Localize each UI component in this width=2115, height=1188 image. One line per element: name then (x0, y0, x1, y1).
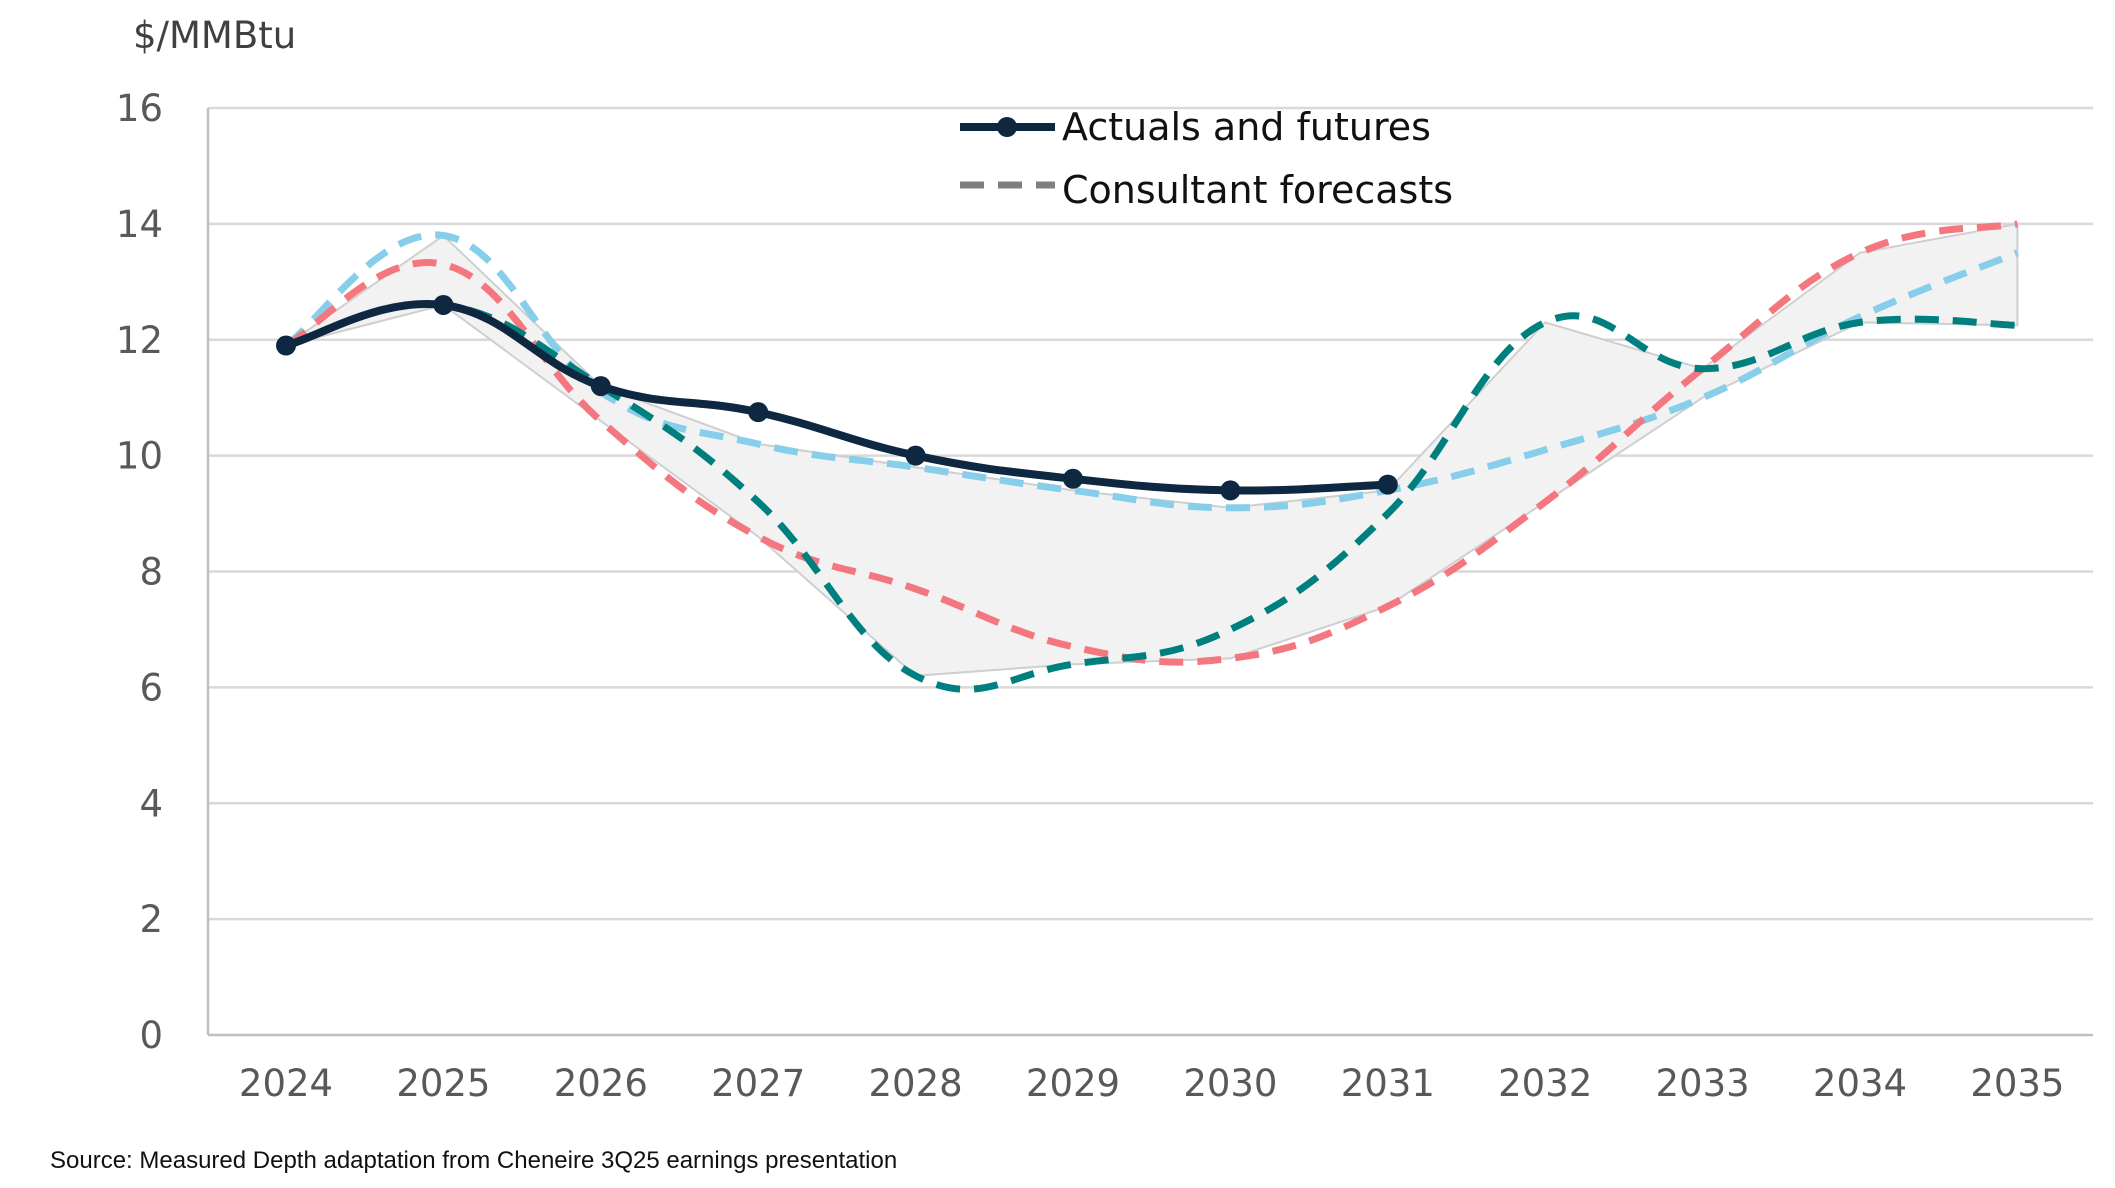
y-tick-label: 10 (116, 435, 163, 478)
x-tick-label: 2032 (1498, 1062, 1592, 1105)
forecast-series-line-3 (285, 300, 2018, 693)
y-tick-label: 4 (139, 782, 163, 825)
y-tick-label: 2 (139, 898, 163, 941)
x-tick-label: 2024 (239, 1062, 333, 1105)
actuals-marker (1220, 480, 1241, 501)
actuals-markers (276, 294, 1398, 501)
x-tick-label: 2035 (1970, 1062, 2064, 1105)
legend-actuals-label: Actuals and futures (1062, 105, 1431, 149)
x-tick-label: 2033 (1656, 1062, 1750, 1105)
legend-actuals-marker (997, 117, 1017, 137)
legend-forecast-label: Consultant forecasts (1062, 168, 1453, 212)
x-tick-label: 2030 (1183, 1062, 1277, 1105)
actuals-marker (1377, 474, 1398, 495)
source-note: Source: Measured Depth adaptation from C… (50, 1147, 898, 1174)
x-tick-label: 2025 (396, 1062, 490, 1105)
x-tick-label: 2026 (554, 1062, 648, 1105)
y-tick-label: 12 (116, 319, 163, 362)
x-tick-label: 2031 (1341, 1062, 1435, 1105)
actuals-marker (590, 376, 611, 397)
x-tick-label: 2034 (1813, 1062, 1907, 1105)
y-tick-label: 8 (139, 551, 163, 594)
y-tick-label: 0 (139, 1014, 163, 1057)
actuals-marker (748, 402, 769, 423)
actuals-marker (276, 335, 296, 356)
forecast-series-line-1 (283, 231, 2019, 512)
actuals-series-line (284, 299, 1388, 495)
x-tick-label: 2027 (711, 1062, 805, 1105)
y-tick-label: 6 (139, 666, 163, 709)
y-tick-label: 16 (116, 87, 163, 130)
forecast-range-band (285, 222, 2019, 677)
x-tick-label: 2029 (1026, 1062, 1120, 1105)
legend: Actuals and futures Consultant forecasts (960, 105, 1453, 212)
x-tick-label: 2028 (869, 1062, 963, 1105)
y-axis-label: $/MMBtu (133, 14, 296, 57)
actuals-marker (1063, 468, 1083, 489)
actuals-marker (905, 445, 926, 466)
y-tick-label: 14 (116, 203, 163, 246)
actuals-marker (433, 294, 454, 315)
